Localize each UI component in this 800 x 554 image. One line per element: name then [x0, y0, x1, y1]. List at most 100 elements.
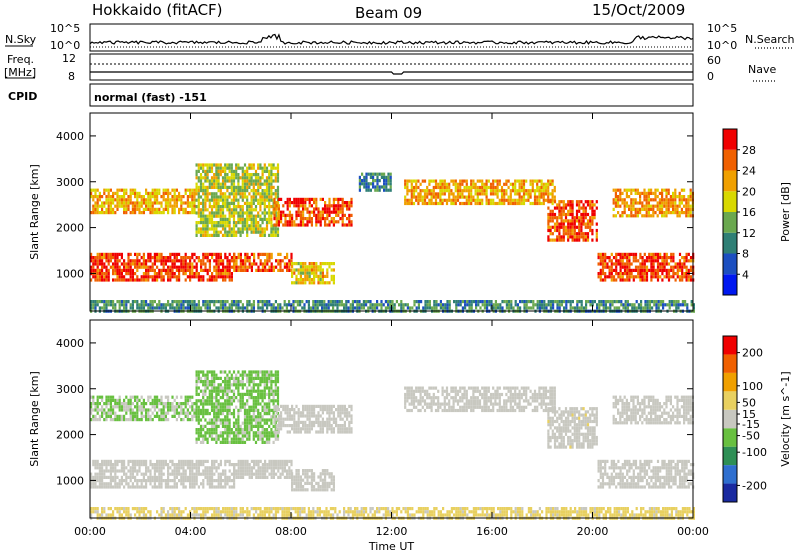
power-cell [459, 195, 462, 199]
power-cell [553, 200, 557, 204]
velocity-cell [116, 463, 119, 467]
velocity-cell [167, 475, 170, 479]
velocity-cell [211, 463, 214, 467]
power-cell [445, 185, 449, 190]
power-cell [536, 303, 539, 307]
velocity-cell [246, 466, 249, 470]
power-cell [358, 306, 361, 310]
power-cell [419, 195, 422, 199]
power-cell [556, 225, 559, 229]
velocity-cell [291, 472, 294, 476]
velocity-cell [328, 475, 331, 479]
velocity-cell [103, 408, 106, 412]
power-cell [138, 211, 141, 215]
power-cell [250, 306, 253, 310]
power-cell [428, 179, 431, 183]
power-cell [514, 300, 517, 304]
power-cell [350, 220, 353, 224]
velocity-cell [191, 418, 194, 422]
power-cell [310, 220, 313, 224]
power-cell [123, 204, 126, 208]
velocity-cell [173, 411, 176, 415]
power-cell [658, 198, 661, 202]
power-cell [326, 204, 329, 208]
power-cell [545, 303, 548, 307]
velocity-cell [171, 479, 174, 483]
power-cell [615, 278, 618, 282]
power-cell [302, 201, 305, 205]
power-cell [199, 227, 203, 231]
power-cell [239, 221, 242, 225]
power-cell [261, 169, 264, 173]
power-cell [486, 303, 489, 307]
power-cell [230, 265, 233, 269]
power-cell [123, 306, 126, 310]
power-cell [434, 201, 438, 206]
power-cell [663, 262, 666, 266]
power-cell [127, 262, 130, 266]
power-cell [326, 274, 329, 278]
power-cell [435, 303, 438, 307]
velocity-cell [319, 475, 322, 479]
power-cell [421, 195, 424, 199]
velocity-cell [92, 482, 95, 486]
power-cell [303, 306, 306, 310]
velocity-cell [253, 463, 256, 467]
power-cell [463, 195, 466, 199]
power-cell [266, 256, 269, 260]
power-cell [182, 306, 185, 310]
power-cell [540, 185, 543, 190]
velocity-cell [208, 482, 211, 486]
velocity-cell [134, 479, 137, 483]
power-cell [634, 207, 637, 211]
power-cell [215, 259, 218, 263]
power-cell [202, 176, 205, 180]
power-cell [496, 179, 499, 183]
power-cell [674, 188, 677, 192]
power-cell [621, 275, 624, 279]
velocity-cell [235, 463, 238, 467]
power-cell [358, 300, 361, 304]
power-cell [485, 192, 488, 196]
power-cell [270, 166, 273, 170]
velocity-cell [193, 463, 196, 467]
velocity-cell [295, 475, 298, 479]
power-cell [498, 189, 501, 193]
velocity-cell [279, 466, 282, 470]
power-cell [261, 198, 264, 202]
power-cell [142, 259, 145, 263]
power-cell [261, 227, 264, 231]
y-tick-label: 4000 [56, 130, 84, 143]
power-cell [656, 214, 659, 218]
power-cell [186, 195, 189, 199]
power-cell [171, 300, 174, 304]
power-cell [235, 233, 238, 237]
power-cell [658, 191, 661, 195]
power-cell [118, 201, 121, 205]
power-cell [615, 259, 618, 263]
power-cell [180, 268, 183, 272]
power-cell [630, 204, 633, 208]
power-cell [604, 306, 607, 310]
power-cell [276, 166, 280, 170]
power-cell [268, 300, 271, 304]
power-cell [127, 207, 130, 211]
power-cell [246, 214, 249, 218]
power-cell [332, 306, 335, 310]
velocity-cell [233, 463, 236, 467]
colorbar-swatch [723, 253, 737, 275]
power-cell [582, 203, 585, 207]
power-cell [254, 195, 258, 199]
power-cell [204, 252, 207, 256]
velocity-cell [213, 479, 216, 483]
power-cell [683, 275, 686, 279]
velocity-cell [134, 485, 137, 489]
velocity-cell [219, 459, 222, 463]
nsky-tick-high: 10^5 [50, 22, 80, 35]
power-cell [692, 309, 695, 313]
velocity-cell [142, 398, 145, 402]
power-cell [297, 213, 300, 217]
power-cell [246, 208, 249, 212]
velocity-cell [101, 408, 104, 412]
power-cell [431, 306, 434, 310]
